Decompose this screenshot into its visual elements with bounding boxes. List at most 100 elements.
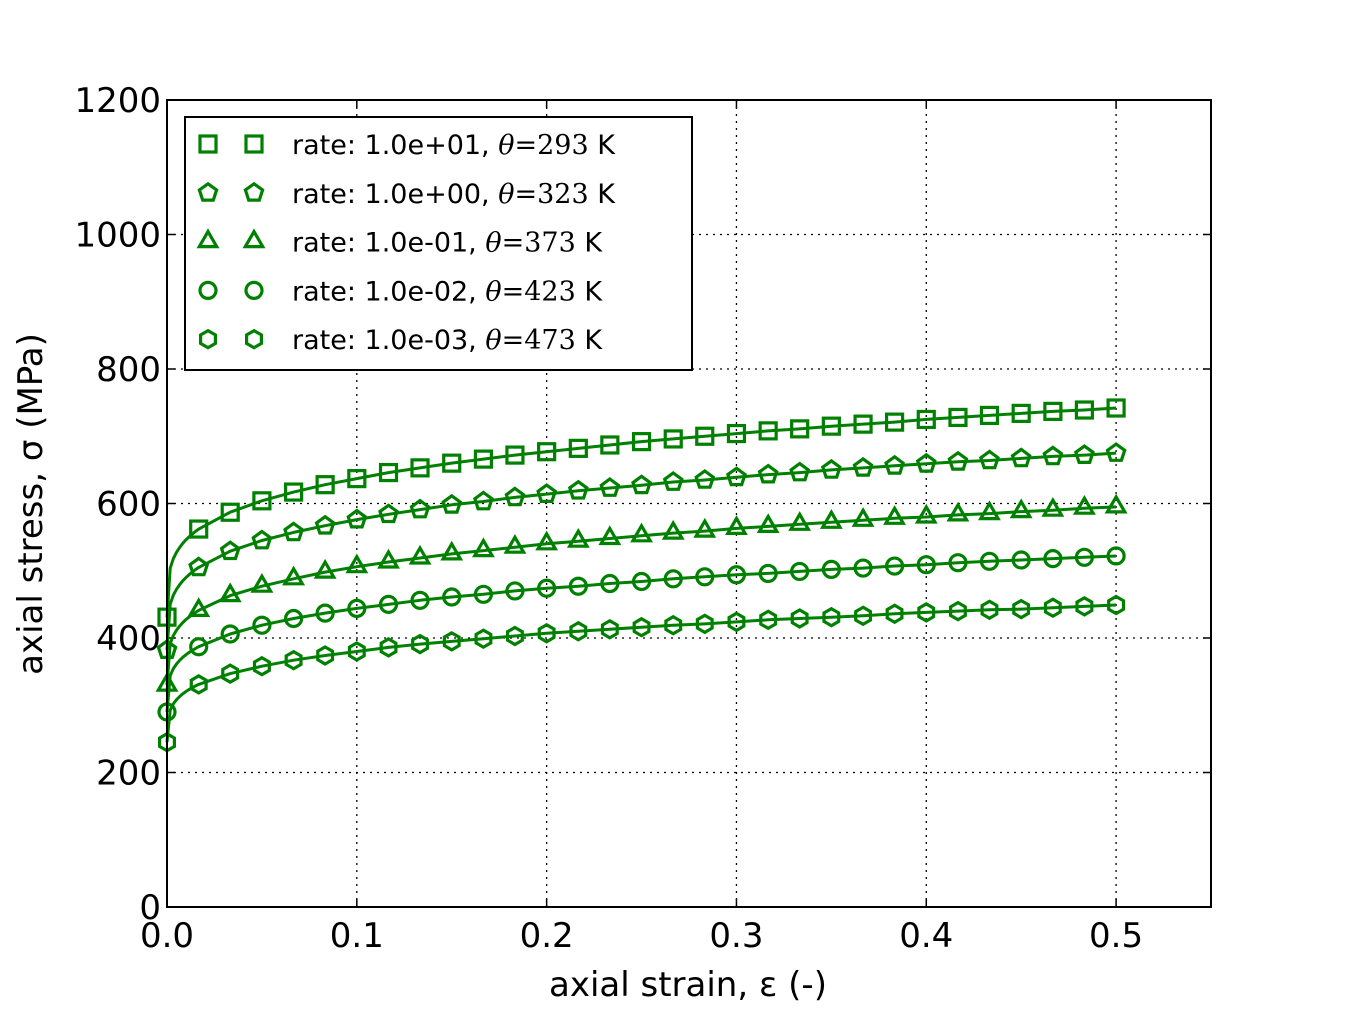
- pentagon-marker: [726, 466, 747, 487]
- legend-item: rate: 1.0e-01, θ=373 K: [196, 228, 603, 259]
- triangle-marker: [282, 565, 306, 586]
- triangle-marker: [566, 527, 590, 548]
- legend-label: rate: 1.0e+00, θ=323 K: [292, 179, 616, 210]
- circle-marker: [537, 578, 557, 598]
- circle-marker: [473, 584, 494, 604]
- pentagon-marker: [409, 498, 431, 519]
- triangle-marker: [946, 501, 970, 522]
- legend-item: rate: 1.0e-03, θ=473 K: [199, 325, 603, 356]
- legend-label-part: θ: [485, 325, 501, 356]
- series-circle: [157, 546, 1126, 722]
- hexagon-marker: [379, 637, 398, 658]
- series-hexagon: [158, 594, 1126, 753]
- square-marker: [695, 426, 715, 446]
- pentagon-marker: [884, 454, 905, 475]
- pentagon-marker: [536, 483, 558, 503]
- legend-label-part: rate: 1.0e+01,: [292, 130, 498, 161]
- hexagon-marker: [284, 649, 303, 671]
- triangle-marker: [725, 515, 748, 536]
- legend-label-part: rate: 1.0e+00,: [292, 179, 498, 210]
- square-marker: [1106, 398, 1126, 418]
- pentagon-marker: [662, 471, 684, 491]
- legend-label-part: θ: [485, 228, 501, 259]
- legend-label-part: K: [589, 179, 617, 210]
- y-tick-label: 600: [96, 485, 161, 525]
- series-line: [165, 554, 1117, 713]
- legend-label-part: rate: 1.0e-02,: [292, 276, 485, 307]
- pentagon-marker: [979, 449, 1000, 470]
- hexagon-marker: [822, 606, 841, 628]
- circle-marker: [347, 598, 367, 619]
- legend-label-part: =373: [502, 228, 576, 259]
- pentagon-marker: [1105, 442, 1127, 462]
- pentagon-marker: [852, 456, 874, 477]
- circle-marker: [410, 590, 430, 610]
- triangle-marker: [535, 530, 559, 551]
- circle-marker: [505, 581, 525, 601]
- circle-marker: [853, 558, 873, 578]
- triangle-marker: [819, 509, 843, 529]
- triangle-marker: [661, 519, 685, 540]
- square-marker: [1074, 400, 1094, 420]
- triangle-marker: [440, 540, 464, 561]
- legend-label-part: =423: [502, 276, 576, 307]
- series-layer: [155, 398, 1128, 753]
- triangle-marker: [472, 537, 495, 558]
- pentagon-marker: [346, 508, 368, 529]
- legend-label: rate: 1.0e+01, θ=293 K: [292, 130, 616, 161]
- square-marker: [1011, 403, 1031, 423]
- x-axis-label: axial strain, ε (-): [549, 965, 827, 1005]
- legend-label-part: rate: 1.0e-01,: [292, 228, 485, 259]
- square-marker: [663, 429, 683, 449]
- legend-label-part: rate: 1.0e-03,: [292, 325, 485, 356]
- pentagon-marker: [789, 461, 811, 482]
- x-tick-label: 0.1: [330, 916, 384, 956]
- y-axis-label: axial stress, σ (MPa): [11, 333, 51, 675]
- circle-marker: [916, 555, 936, 575]
- circle-marker: [315, 603, 335, 623]
- circle-marker: [284, 608, 304, 629]
- y-tick-label: 0: [139, 888, 161, 928]
- tick-labels: 0.0 0.1 0.2 0.3 0.4 0.5 0 200 400 600 800 1000 1200: [74, 81, 1143, 956]
- legend-label-part: θ: [498, 130, 514, 161]
- triangle-marker: [250, 573, 274, 593]
- hexagon-marker: [252, 655, 271, 677]
- hexagon-marker: [442, 631, 461, 652]
- square-marker: [1043, 401, 1063, 421]
- hexagon-marker: [506, 625, 524, 647]
- legend-item: rate: 1.0e-02, θ=423 K: [198, 276, 603, 307]
- circle-marker: [1074, 547, 1094, 567]
- series-square: [157, 398, 1126, 627]
- square-marker: [505, 445, 525, 465]
- square-marker: [198, 134, 218, 154]
- square-marker: [244, 134, 264, 154]
- circle-marker: [1043, 549, 1063, 569]
- pentagon-marker: [1010, 447, 1032, 468]
- triangle-marker: [1009, 498, 1033, 519]
- pentagon-marker: [441, 493, 463, 514]
- legend-label: rate: 1.0e-03, θ=473 K: [292, 325, 603, 356]
- square-marker: [758, 421, 778, 441]
- pentagon-marker: [504, 486, 526, 507]
- pentagon-marker: [314, 514, 336, 535]
- square-marker: [726, 423, 747, 444]
- legend-label-part: K: [589, 130, 617, 161]
- pentagon-marker: [599, 477, 621, 497]
- square-marker: [284, 482, 304, 502]
- hexagon-marker: [727, 611, 746, 633]
- hexagon-marker: [600, 618, 619, 640]
- x-tick-label: 0.0: [140, 916, 194, 956]
- pentagon-marker: [694, 469, 716, 489]
- triangle-marker: [377, 548, 400, 569]
- hexagon-marker: [790, 608, 809, 629]
- square-marker: [347, 469, 367, 489]
- hexagon-marker: [474, 628, 493, 650]
- series-line: [165, 406, 1117, 618]
- y-tick-label: 800: [96, 350, 161, 390]
- triangle-marker: [345, 553, 369, 574]
- circle-marker: [1106, 546, 1126, 566]
- hexagon-marker: [411, 633, 429, 655]
- circle-marker: [220, 624, 240, 644]
- legend-box: [184, 116, 693, 371]
